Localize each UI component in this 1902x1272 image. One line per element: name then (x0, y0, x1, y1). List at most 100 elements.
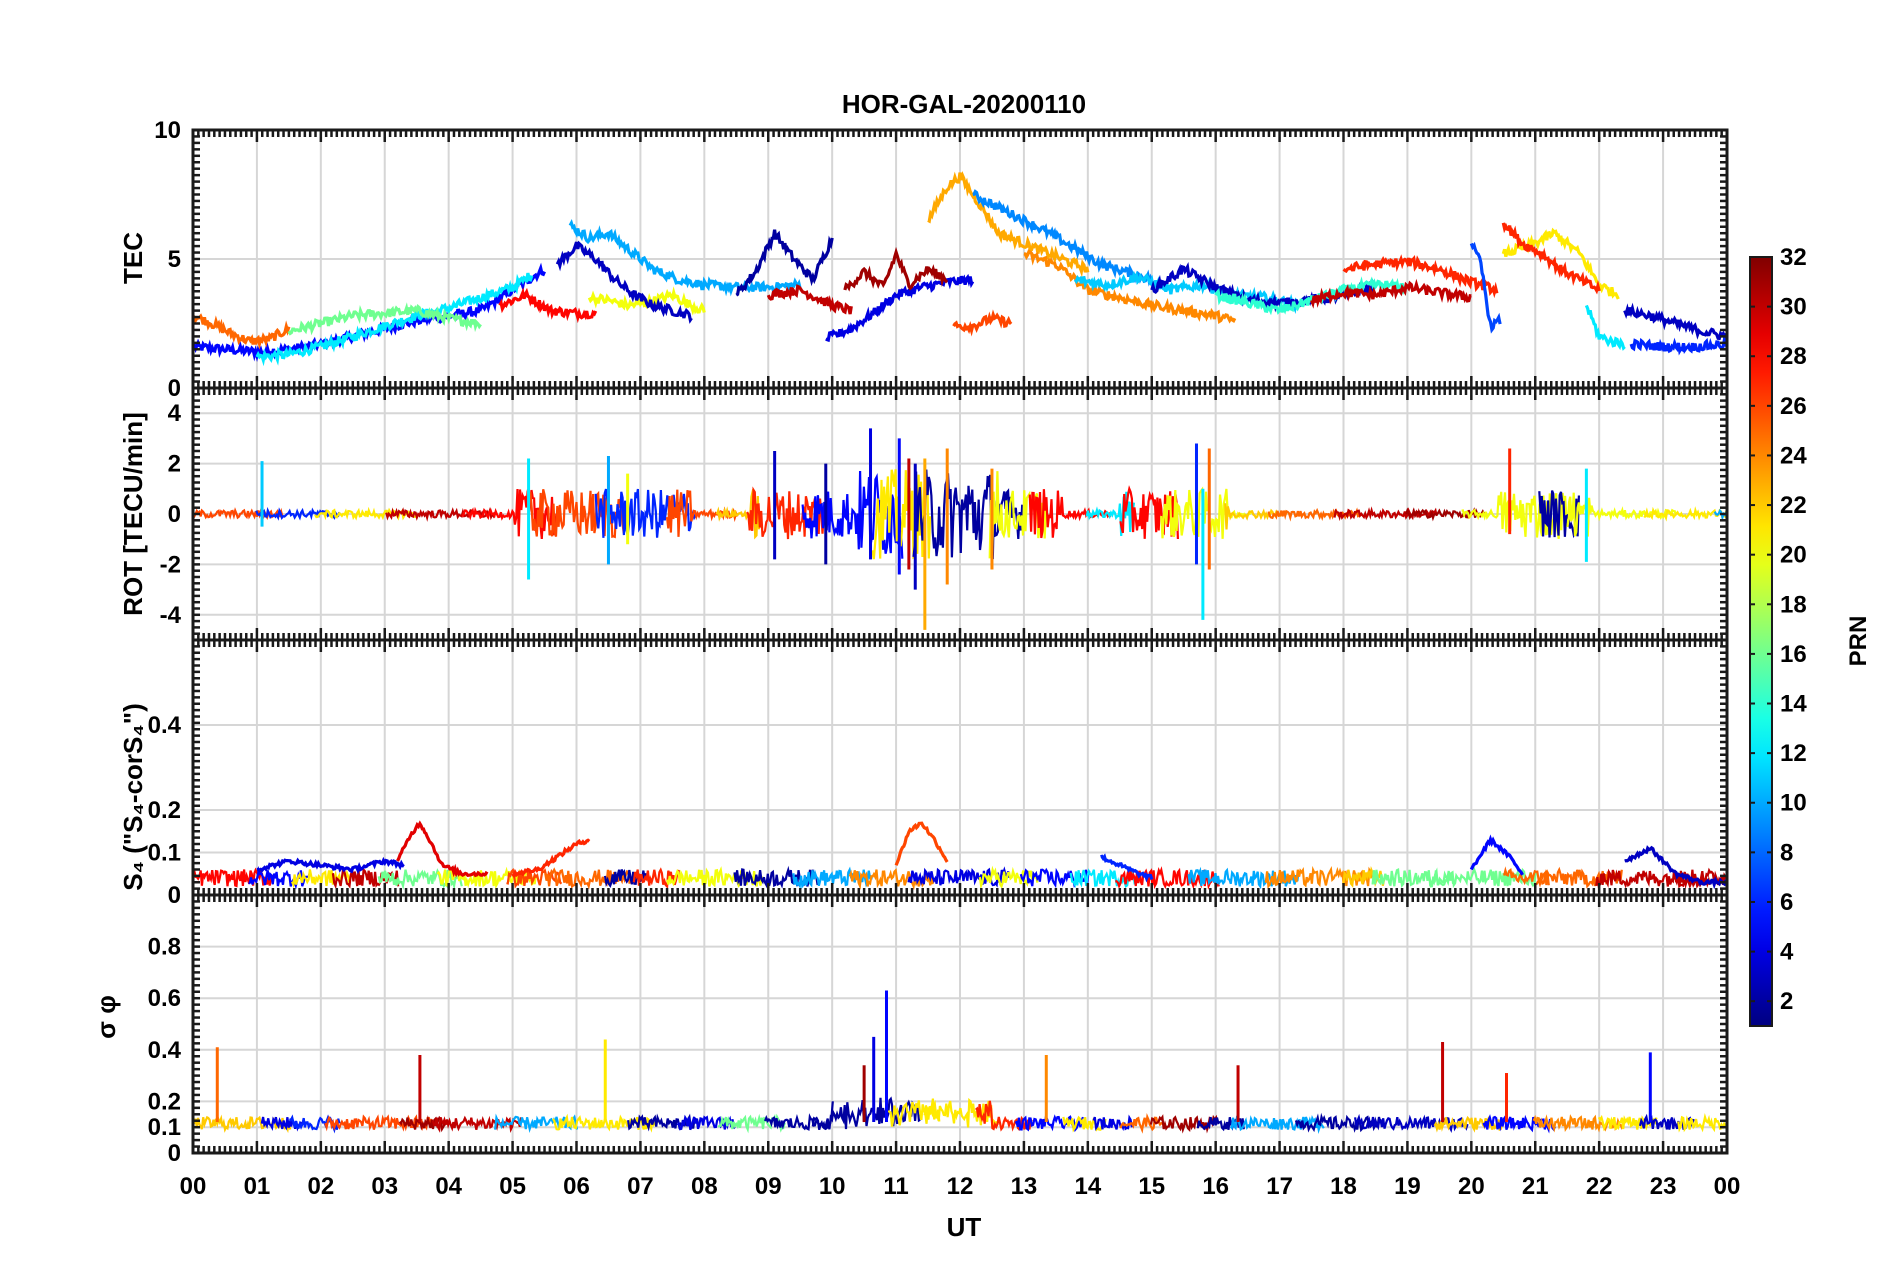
series-line-prn-26 (506, 867, 563, 889)
y-tick-label: 0.8 (148, 934, 181, 961)
x-tick-labels: 00 01 02 03 04 05 06 07 08 09 10 11 12 13 14 15 16 17 18 19… (180, 1173, 1741, 1200)
series-line-prn-26 (952, 309, 1013, 337)
series-line-prn-3 (1623, 302, 1727, 341)
y-axis-label: σ φ (91, 995, 121, 1039)
y-tick-label: 0 (168, 375, 181, 402)
series-line-prn-27 (511, 838, 591, 879)
series-line-prn-28 (1119, 485, 1179, 540)
series-line-prn-27 (1501, 222, 1601, 295)
y-tick-label: 0.1 (148, 1114, 181, 1141)
series-line-prn-4 (1092, 1114, 1133, 1132)
series-line-prn-4 (907, 866, 1011, 888)
series-line-prn-6 (1100, 853, 1154, 883)
x-tick-label: 18 (1330, 1173, 1357, 1200)
x-tick-label: 02 (307, 1173, 334, 1200)
x-tick-label: 00 (1714, 1173, 1741, 1200)
colorbar-tick-label: 12 (1780, 740, 1807, 767)
y-tick-label: 0.4 (148, 1037, 182, 1064)
colorbar-tick-label: 18 (1780, 591, 1807, 618)
y-tick-label: 0.2 (148, 1088, 181, 1115)
y-axis-label: TEC (118, 232, 148, 284)
x-tick-label: 04 (435, 1173, 462, 1200)
x-tick-label: 06 (563, 1173, 590, 1200)
series-line-prn-14 (1214, 276, 1409, 316)
series-line-prn-12 (1584, 304, 1626, 351)
x-tick-label: 22 (1586, 1173, 1613, 1200)
x-tick-label: 00 (180, 1173, 207, 1200)
data-layer (193, 820, 1727, 891)
colorbar-tick-label: 14 (1780, 691, 1807, 718)
series-line-prn-22 (1433, 1115, 1505, 1133)
y-tick-label: 4 (168, 400, 182, 427)
series-line-prn-21 (1677, 1112, 1727, 1133)
data-layer (193, 171, 1727, 367)
series-line-prn-2 (735, 229, 834, 297)
series-line-prn-29 (396, 820, 489, 878)
colorbar-tick-label: 4 (1780, 939, 1794, 966)
colorbar-tick-label: 28 (1780, 343, 1807, 370)
y-axis-label: S₄ ("S₄-corS₄") (118, 703, 148, 891)
series-line-prn-16 (1428, 866, 1537, 888)
series-line-prn-30 (766, 284, 853, 315)
colorbar-label: PRN (1845, 616, 1872, 667)
colorbar-tick-label: 24 (1780, 442, 1807, 469)
series-line-prn-3 (1354, 1113, 1469, 1133)
series-line-prn-3 (555, 240, 693, 324)
series-line-prn-5 (801, 470, 904, 559)
y-tick-label: 0.2 (148, 797, 181, 824)
series-line-prn-26 (894, 821, 949, 866)
panel-tec: 0 5 10 TEC (118, 117, 1729, 402)
colorbar-tick-label: 6 (1780, 889, 1793, 916)
y-tick-label: 0.6 (148, 985, 181, 1012)
x-tick-label: 23 (1650, 1173, 1677, 1200)
series-line-prn-21 (1597, 1114, 1658, 1132)
series-line-prn-27 (746, 486, 827, 540)
chart-title: HOR-GAL-20200110 (842, 89, 1086, 119)
colorbar-tick-label: 16 (1780, 641, 1807, 668)
x-tick-label: 20 (1458, 1173, 1485, 1200)
y-tick-label: -4 (160, 602, 182, 629)
series-line-prn-3 (1624, 845, 1727, 890)
series-line-prn-24 (848, 868, 934, 891)
x-tick-label: 05 (499, 1173, 526, 1200)
colorbar-gradient (1749, 256, 1773, 1027)
y-tick-label: 0.1 (148, 840, 181, 867)
colorbar-tick-label: 2 (1780, 988, 1793, 1015)
series-line-prn-12 (255, 272, 534, 367)
y-tick-label: 5 (168, 246, 181, 273)
series-line-prn-2 (1294, 1112, 1382, 1133)
series-line-prn-10 (568, 219, 802, 297)
x-tick-label: 10 (819, 1173, 846, 1200)
series-line-prn-27 (632, 867, 683, 889)
series-line-prn-27 (1342, 254, 1499, 299)
y-tick-label: 0 (168, 882, 181, 909)
series-line-prn-4 (825, 273, 975, 343)
x-tick-label: 08 (691, 1173, 718, 1200)
x-tick-label: 15 (1138, 1173, 1165, 1200)
series-line-prn-12 (1085, 491, 1136, 536)
colorbar-tick-label: 30 (1780, 294, 1807, 321)
x-tick-label: 09 (755, 1173, 782, 1200)
x-tick-label: 19 (1394, 1173, 1421, 1200)
series-line-prn-22 (715, 488, 761, 540)
series-line-prn-23 (927, 171, 1090, 278)
y-tick-label: 10 (154, 117, 181, 144)
colorbar-tick-label: 32 (1780, 244, 1807, 271)
x-tick-label: 03 (371, 1173, 398, 1200)
series-line-prn-31 (843, 246, 949, 292)
data-layer (193, 990, 1727, 1135)
series-line-prn-6 (1629, 333, 1727, 356)
series-line-prn-20 (666, 866, 764, 888)
colorbar-tick-label: 22 (1780, 492, 1807, 519)
series-line-prn-2 (1538, 490, 1580, 539)
series-line-prn-5 (1469, 834, 1524, 876)
series-line-prn-20 (988, 471, 1048, 559)
data-layer (193, 428, 1727, 630)
series-line-prn-11 (1073, 270, 1301, 314)
y-tick-label: 0 (168, 1140, 181, 1167)
series-line-prn-21 (1643, 506, 1727, 522)
series-line-prn-4 (676, 1114, 736, 1131)
colorbar-tick-label: 8 (1780, 839, 1793, 866)
